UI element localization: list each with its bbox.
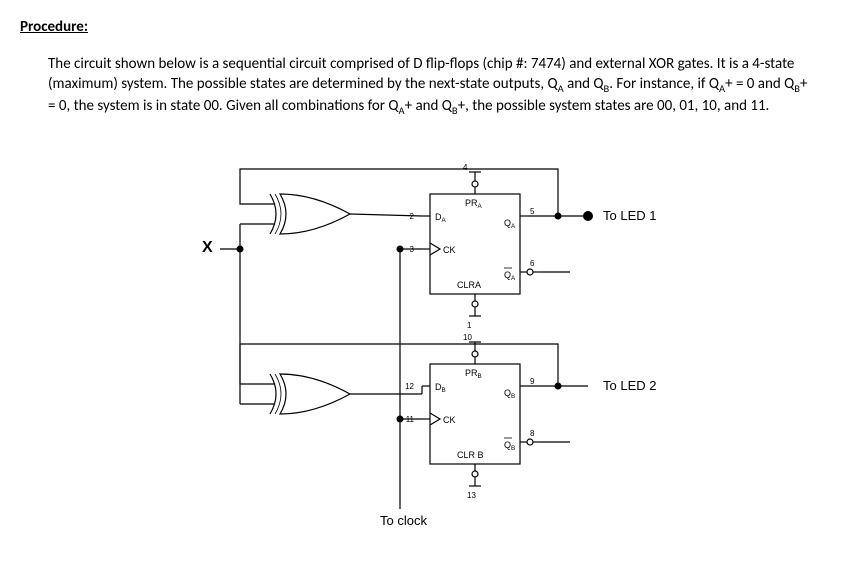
svg-text:CK: CK: [443, 245, 456, 255]
svg-text:To clock: To clock: [380, 513, 427, 528]
svg-text:To LED 1: To LED 1: [603, 208, 656, 223]
svg-text:CLRA: CLRA: [457, 280, 481, 290]
svg-text:9: 9: [530, 377, 535, 386]
procedure-heading: Procedure:: [20, 18, 839, 36]
svg-text:5: 5: [530, 207, 535, 216]
svg-text:To LED 2: To LED 2: [603, 378, 656, 393]
svg-text:1: 1: [467, 321, 472, 330]
circuit-diagram-container: 2DA3CK4PRA1CLRA5QA6QA12DB11CK10PRB13CLR …: [20, 139, 839, 539]
svg-text:12: 12: [405, 382, 414, 391]
svg-text:CK: CK: [443, 415, 456, 425]
procedure-paragraph: The circuit shown below is a sequential …: [48, 54, 809, 119]
svg-text:2: 2: [409, 212, 414, 221]
svg-text:4: 4: [463, 163, 468, 172]
svg-text:CLR B: CLR B: [457, 450, 484, 460]
svg-text:6: 6: [530, 259, 535, 268]
circuit-diagram: 2DA3CK4PRA1CLRA5QA6QA12DB11CK10PRB13CLR …: [170, 139, 690, 539]
svg-text:10: 10: [463, 333, 472, 342]
svg-text:13: 13: [467, 491, 476, 500]
svg-text:X: X: [202, 239, 213, 256]
svg-text:8: 8: [530, 429, 535, 438]
